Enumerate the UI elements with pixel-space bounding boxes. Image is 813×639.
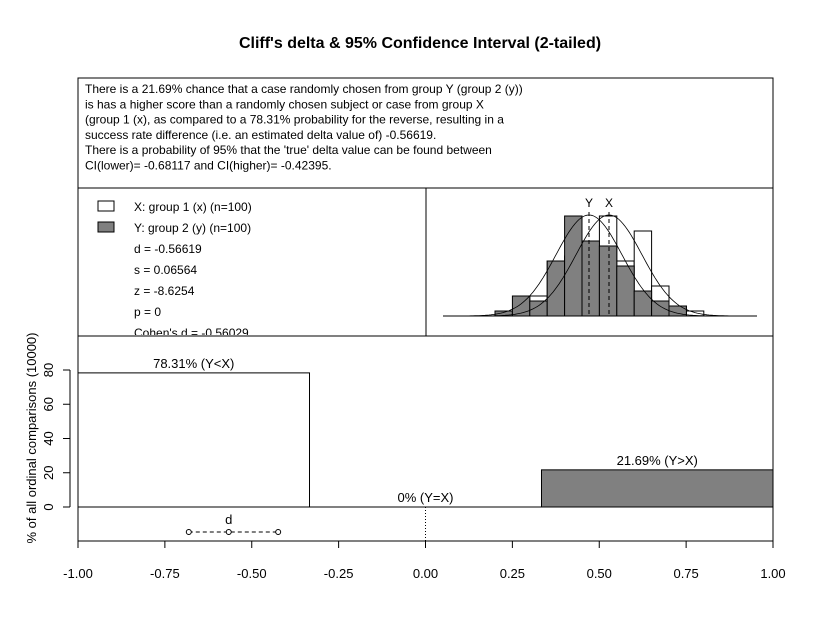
- histogram-bar-y: [598, 245, 618, 317]
- bar-label: 21.69% (Y>X): [617, 453, 698, 468]
- x-tick-label: -0.25: [324, 566, 354, 581]
- y-tick-label: 40: [41, 431, 56, 445]
- histogram-bar-y: [616, 265, 635, 317]
- x-tick-label: -1.00: [63, 566, 93, 581]
- histogram-bar-y: [581, 240, 600, 317]
- y-tick-label: 60: [41, 397, 56, 411]
- histogram-bar-y: [651, 300, 670, 317]
- ci-label: d: [225, 512, 232, 527]
- y-axis-label: % of all ordinal comparisons (10000): [24, 333, 39, 544]
- density-curve-x: [443, 214, 757, 317]
- delta-bar: [540, 469, 774, 508]
- description-text: There is a 21.69% chance that a case ran…: [85, 82, 523, 173]
- x-tick-label: 1.00: [760, 566, 785, 581]
- histogram-bar-y: [529, 300, 548, 317]
- x-tick-label: 0.75: [673, 566, 698, 581]
- legend-stat: s = 0.06564: [134, 263, 197, 277]
- histogram-bar-y: [564, 215, 583, 317]
- bar-label: 78.31% (Y<X): [153, 356, 234, 371]
- ci-point: [185, 529, 192, 535]
- mean-label-y: Y: [585, 196, 593, 210]
- description-line: There is a probability of 95% that the '…: [85, 143, 492, 157]
- x-tick-label: 0.25: [500, 566, 525, 581]
- description-line: CI(lower)= -0.68117 and CI(higher)= -0.4…: [85, 159, 332, 173]
- legend-swatch: [97, 221, 115, 233]
- legend-stat: p = 0: [134, 305, 161, 319]
- mean-label-x: X: [605, 196, 613, 210]
- legend-stat: d = -0.56619: [134, 242, 202, 256]
- x-tick-label: -0.50: [237, 566, 267, 581]
- x-tick-label: -0.75: [150, 566, 180, 581]
- histogram-bar-y: [633, 290, 653, 317]
- legend: X: group 1 (x) (n=100) Y: group 2 (y) (n=…: [97, 200, 252, 340]
- description-line: success rate difference (i.e. an estimat…: [85, 128, 436, 142]
- y-tick-label: 0: [41, 503, 56, 510]
- description-line: There is a 21.69% chance that a case ran…: [85, 82, 523, 96]
- legend-box: [77, 187, 427, 337]
- main-plot: 78.31% (Y<X) 0% (Y=X) 21.69% (Y>X) d -1.00 -0…: [41, 356, 786, 581]
- density-curve-y: [443, 214, 757, 317]
- legend-label: Y: group 2 (y) (n=100): [134, 221, 251, 235]
- x-tick-label: 0.00: [413, 566, 438, 581]
- legend-swatch: [97, 200, 115, 212]
- description-line: is has a higher score than a randomly ch…: [85, 97, 484, 111]
- legend-stat: Cohen's d = -0.56029: [134, 326, 249, 340]
- y-tick-label: 80: [41, 363, 56, 377]
- x-tick-label: 0.50: [587, 566, 612, 581]
- chart-title: Cliff's delta & 95% Confidence Interval …: [239, 35, 601, 52]
- bar-label: 0% (Y=X): [398, 490, 454, 505]
- ci-point: [225, 529, 232, 535]
- legend-label: X: group 1 (x) (n=100): [134, 200, 252, 214]
- description-line: (group 1 (x), as compared to a 78.31% pr…: [85, 113, 504, 127]
- ci-point: [275, 529, 282, 535]
- y-tick-label: 20: [41, 466, 56, 480]
- legend-stat: z = -8.6254: [134, 284, 195, 298]
- delta-bar: [77, 372, 311, 508]
